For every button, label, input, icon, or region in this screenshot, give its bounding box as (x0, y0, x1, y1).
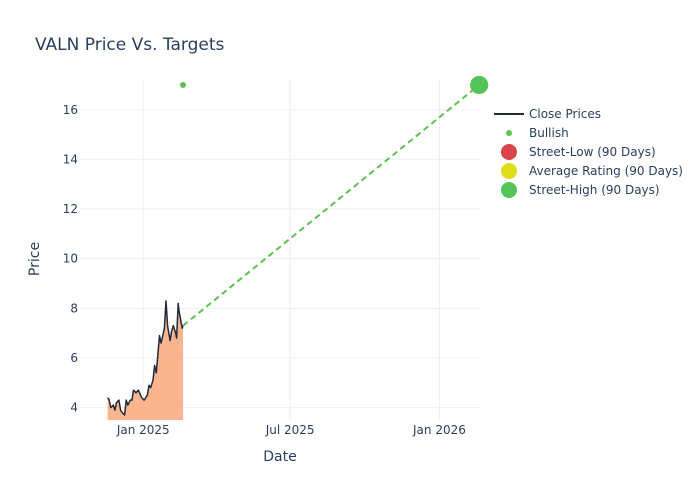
close-price-path (106, 300, 184, 416)
y-tick-label: 14 (63, 152, 78, 166)
y-tick-label: 10 (63, 252, 78, 266)
x-tick-label: Jul 2025 (265, 423, 315, 437)
y-tick-labels: 4 6 8 10 12 14 16 (63, 103, 78, 415)
legend-dot-swatch (506, 130, 512, 136)
chart-title: VALN Price Vs. Targets (35, 35, 225, 55)
legend-label: Street-Low (90 Days) (529, 145, 656, 159)
y-tick-label: 4 (70, 401, 78, 415)
grid (80, 80, 480, 420)
legend-dot-swatch (501, 144, 517, 160)
legend-label: Average Rating (90 Days) (529, 164, 683, 178)
y-tick-label: 6 (70, 351, 78, 365)
legend-label: Close Prices (529, 107, 601, 121)
marks (180, 75, 489, 94)
target-point (470, 75, 489, 94)
legend-dot-swatch (501, 163, 517, 179)
legend-label: Street-High (90 Days) (529, 183, 660, 197)
y-tick-label: 8 (70, 301, 78, 315)
x-tick-label: Jan 2025 (116, 423, 170, 437)
legend-label: Bullish (529, 126, 569, 140)
legend-dot-swatch (501, 182, 517, 198)
x-tick-labels: Jan 2025 Jul 2025 Jan 2026 (116, 423, 466, 437)
projection-path (182, 84, 480, 327)
legend[interactable]: Close Prices Bullish Street-Low (90 Days) A… (494, 107, 683, 198)
y-axis-title: Price (27, 242, 43, 276)
close-price-line (106, 300, 184, 416)
x-tick-label: Jan 2026 (412, 423, 466, 437)
projection-line (182, 84, 480, 327)
y-tick-label: 16 (63, 103, 78, 117)
y-tick-label: 12 (63, 202, 78, 216)
x-axis-title: Date (263, 449, 296, 465)
bullish-point (180, 81, 187, 88)
